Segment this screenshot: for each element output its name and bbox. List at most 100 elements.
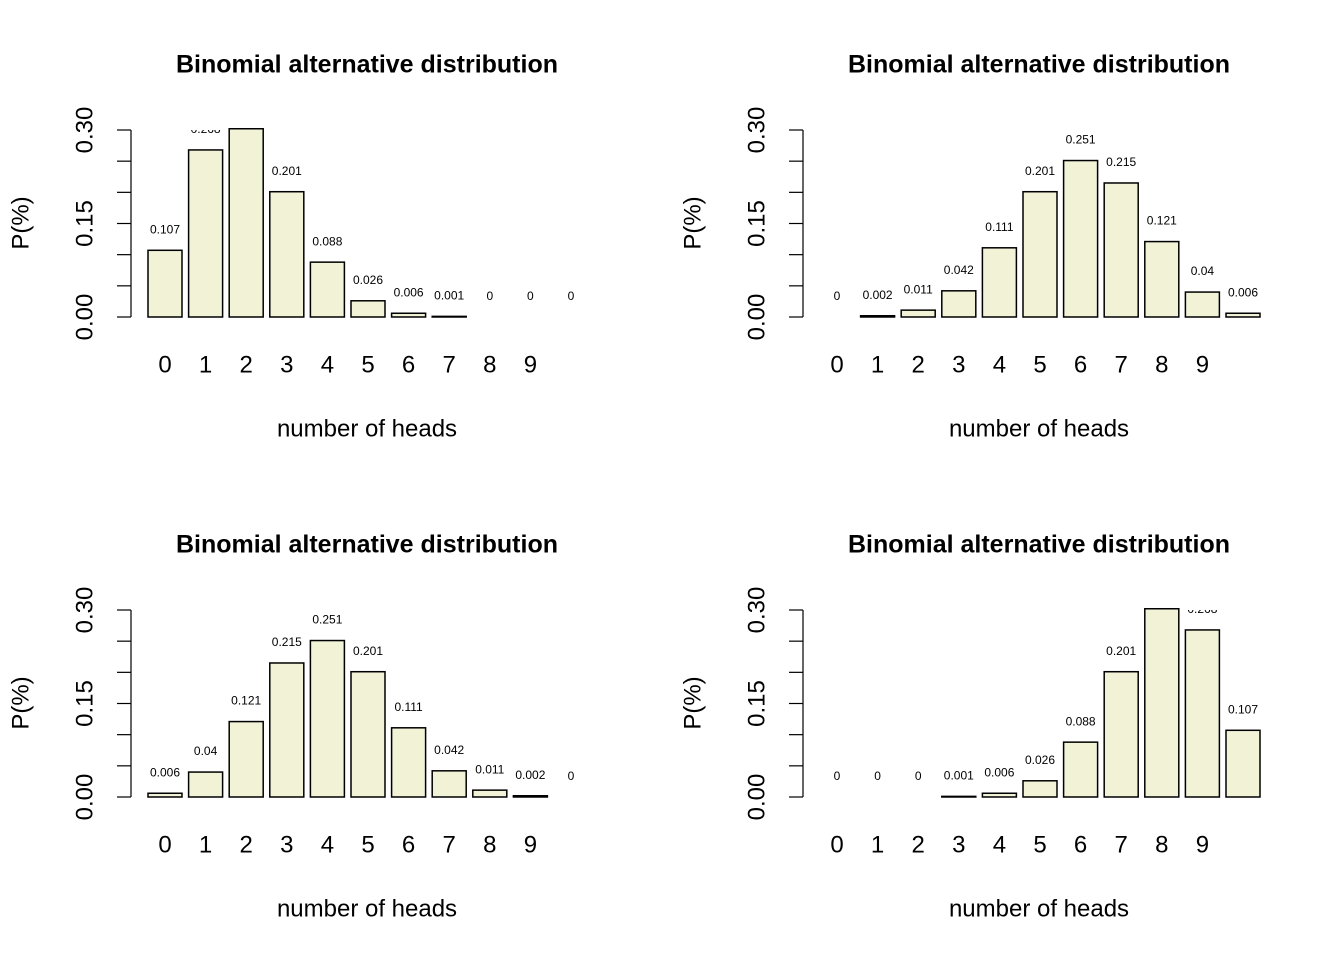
x-tick-label: 0	[158, 831, 171, 858]
x-tick-label: 1	[199, 831, 212, 858]
value-label: 0.042	[944, 263, 974, 277]
bar	[1225, 312, 1261, 318]
value-label: 0.121	[1147, 214, 1177, 228]
bar	[309, 639, 346, 798]
panel: Binomial alternative distribution number …	[679, 531, 1261, 922]
x-tick-label: 4	[321, 351, 334, 378]
value-label: 0.111	[394, 700, 423, 714]
y-tick-label: 0.30	[71, 107, 98, 154]
value-label: 0.111	[985, 220, 1014, 234]
x-tick-label: 3	[280, 351, 293, 378]
x-tick-label: 2	[912, 351, 925, 378]
value-label: 0.215	[1106, 155, 1136, 169]
value-label: 0	[568, 769, 575, 783]
x-tick-label: 4	[321, 831, 334, 858]
value-label: 0.201	[353, 644, 383, 658]
x-tick-label: 5	[361, 831, 374, 858]
x-tick-label: 8	[483, 351, 496, 378]
x-tick-label: 0	[830, 351, 843, 378]
x-tick-label: 0	[158, 351, 171, 378]
value-label: 0.002	[863, 288, 893, 302]
value-labels: 0 0 0 0.001 0.006 0.026 0.088 0.201 0.302 0.268 0.…	[834, 581, 1259, 783]
y-tick-label: 0.30	[743, 107, 770, 154]
value-label: 0.251	[1066, 133, 1096, 147]
bar	[981, 792, 1018, 798]
value-label: 0.268	[1187, 602, 1217, 616]
value-label: 0.215	[272, 635, 302, 649]
value-label: 0.302	[231, 101, 261, 115]
bar	[1022, 190, 1058, 318]
x-tick-label: 1	[199, 351, 212, 378]
chart-title: Binomial alternative distribution	[176, 531, 558, 559]
x-axis-label: number of heads	[277, 895, 457, 922]
value-label: 0.011	[475, 762, 504, 776]
value-label: 0	[915, 769, 922, 783]
value-label: 0.026	[1025, 753, 1055, 767]
x-tick-label: 7	[443, 351, 456, 378]
bar	[228, 720, 264, 798]
bar	[1184, 629, 1221, 798]
x-tick-label: 1	[871, 351, 884, 378]
x-tick-label: 7	[1115, 831, 1128, 858]
value-labels: 0 0.002 0.011 0.042 0.111 0.201 0.251 0.215 0.12…	[834, 133, 1259, 303]
value-label: 0.04	[1191, 264, 1215, 278]
x-tick-label: 6	[402, 351, 415, 378]
x-axis-label: number of heads	[949, 415, 1129, 442]
bar	[269, 662, 305, 798]
bar	[431, 315, 467, 318]
value-label: 0.201	[272, 164, 302, 178]
bar	[390, 312, 427, 318]
x-tick-label: 8	[1155, 351, 1168, 378]
value-label: 0.04	[194, 744, 218, 758]
x-tick-label: 5	[1033, 351, 1046, 378]
bar	[859, 315, 896, 318]
bar	[269, 190, 305, 318]
value-labels: 0.107 0.268 0.302 0.201 0.088 0.026 0.006 0.001…	[150, 101, 575, 303]
y-tick-label: 0.00	[71, 774, 98, 821]
bar	[900, 309, 936, 318]
panel: Binomial alternative distribution number …	[7, 531, 574, 923]
bar	[350, 670, 386, 798]
value-label: 0.302	[1147, 581, 1177, 595]
y-tick-label: 0.15	[743, 680, 770, 727]
bar	[941, 290, 977, 318]
x-tick-label: 4	[993, 351, 1006, 378]
x-tick-label: 5	[1033, 831, 1046, 858]
bar	[1022, 780, 1058, 798]
panel: Binomial alternative distribution number …	[679, 51, 1261, 442]
x-tick-label: 2	[240, 831, 253, 858]
y-tick-label: 0.00	[71, 294, 98, 341]
bar	[350, 300, 386, 318]
value-label: 0.268	[191, 122, 221, 136]
value-label: 0.107	[1228, 702, 1258, 716]
bar	[472, 789, 508, 798]
bar	[309, 261, 346, 318]
value-label: 0	[527, 289, 534, 303]
value-labels: 0.006 0.04 0.121 0.215 0.251 0.201 0.111 0.042 0…	[150, 613, 575, 783]
value-label: 0.107	[150, 222, 180, 236]
chart-title: Binomial alternative distribution	[176, 51, 558, 79]
x-tick-label: 9	[524, 351, 537, 378]
x-tick-label: 6	[402, 831, 415, 858]
bar	[431, 770, 467, 798]
x-tick-label: 6	[1074, 831, 1087, 858]
value-label: 0.121	[231, 694, 261, 708]
bar	[187, 149, 224, 318]
value-label: 0	[834, 289, 841, 303]
x-tick-label: 2	[240, 351, 253, 378]
x-tick-label: 9	[1196, 351, 1209, 378]
value-label: 0.006	[984, 765, 1014, 779]
value-label: 0.251	[312, 613, 342, 627]
y-tick-label: 0.30	[71, 587, 98, 634]
value-label: 0.088	[1066, 714, 1096, 728]
x-tick-label: 8	[1155, 831, 1168, 858]
y-tick-label: 0.15	[71, 200, 98, 247]
y-tick-label: 0.15	[71, 680, 98, 727]
value-label: 0.026	[353, 273, 383, 287]
bar	[1062, 159, 1099, 318]
y-axis-label: P(%)	[679, 196, 706, 249]
bar	[981, 247, 1018, 318]
y-axis-label: P(%)	[679, 676, 706, 729]
value-label: 0.088	[312, 234, 342, 248]
